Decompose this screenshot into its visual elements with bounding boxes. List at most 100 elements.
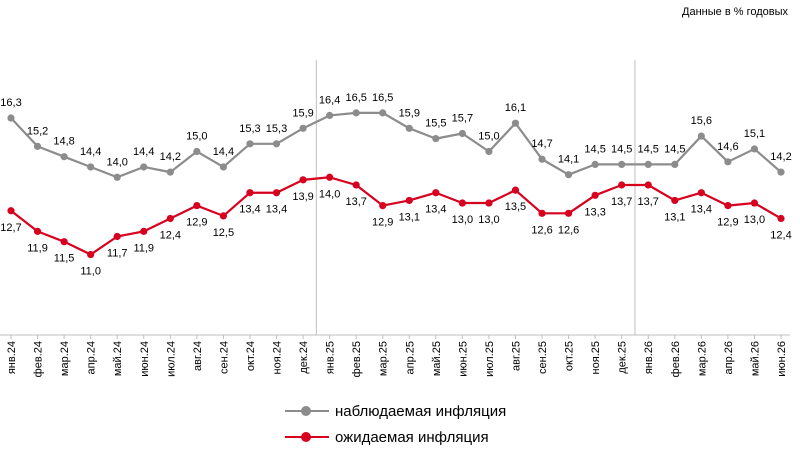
data-label-observed: 16,5 (372, 92, 393, 104)
data-label-expected: 12,9 (186, 217, 207, 229)
year-separators (315, 60, 636, 335)
data-point-observed (140, 163, 148, 171)
data-label-expected: 13,1 (664, 211, 685, 223)
x-tick-label: янв.24 (6, 341, 18, 374)
data-label-observed: 15,9 (292, 107, 313, 119)
data-label-observed: 15,5 (425, 118, 446, 130)
data-label-expected: 13,7 (638, 196, 659, 208)
x-tick-label: мар.26 (696, 341, 708, 376)
data-point-observed (564, 171, 573, 179)
data-label-observed: 16,1 (505, 102, 526, 114)
data-point-expected (458, 199, 466, 207)
data-point-observed (644, 160, 652, 168)
data-label-expected: 12,4 (770, 229, 791, 241)
data-point-expected (326, 173, 334, 181)
x-tick-label: ноя.25 (590, 341, 602, 374)
data-label-observed: 14,7 (531, 138, 552, 150)
data-point-expected (591, 191, 599, 199)
data-point-expected (432, 189, 440, 197)
data-label-observed: 14,4 (80, 146, 101, 158)
data-label-observed: 15,1 (744, 128, 765, 140)
data-point-observed (724, 158, 732, 166)
data-point-observed (193, 147, 201, 156)
data-point-observed (671, 160, 679, 168)
data-point-observed (618, 160, 626, 168)
legend-swatch-observed (285, 399, 329, 423)
data-label-expected: 13,7 (611, 196, 632, 208)
x-tick-label: май.24 (112, 341, 124, 376)
data-labels: 16,3 15,2 14,8 14,4 14,0 14,4 14,2 15,0 14,4 15,3… (0, 92, 791, 278)
x-tick-label: апр.25 (404, 341, 416, 374)
data-point-expected (618, 181, 626, 189)
data-point-expected (697, 189, 705, 197)
data-point-observed (379, 109, 387, 117)
data-label-observed: 14,5 (638, 143, 659, 155)
x-axis-ticks: янв.24 фев.24 мар.24 апр.24 май.24 июн.24 июл.… (6, 335, 788, 377)
data-point-observed (246, 140, 254, 148)
data-label-observed: 15,9 (399, 107, 420, 119)
data-label-expected: 11,9 (27, 242, 48, 254)
data-label-expected: 13,4 (691, 204, 712, 216)
data-label-observed: 14,6 (717, 141, 738, 153)
data-point-expected (140, 227, 148, 235)
x-tick-label: окт.25 (564, 341, 576, 371)
data-point-expected (272, 189, 281, 197)
legend-swatch-expected (285, 425, 329, 449)
data-point-observed (750, 145, 759, 153)
x-tick-label: фев.26 (670, 341, 682, 377)
data-point-expected (33, 227, 42, 235)
x-tick-label: апр.26 (723, 341, 735, 374)
data-label-observed: 14,2 (160, 151, 181, 163)
data-point-expected (671, 196, 679, 205)
data-point-expected (87, 250, 95, 259)
legend-label-expected: ожидаемая инфляция (335, 428, 489, 446)
data-label-observed: 14,1 (558, 154, 579, 166)
x-tick-label: окт.24 (245, 341, 257, 371)
data-point-observed (405, 124, 413, 132)
data-label-expected: 11,7 (107, 248, 128, 260)
data-label-observed: 15,7 (452, 112, 473, 124)
data-point-expected (60, 238, 68, 246)
data-point-expected (538, 209, 546, 217)
data-point-expected (750, 199, 759, 207)
data-label-expected: 13,0 (452, 214, 473, 226)
x-tick-label: янв.25 (325, 341, 337, 374)
data-label-expected: 13,0 (744, 214, 765, 226)
data-label-observed: 15,0 (186, 131, 207, 143)
data-label-expected: 12,6 (531, 224, 552, 236)
data-point-observed (458, 129, 466, 138)
data-label-expected: 12,9 (372, 217, 393, 229)
x-tick-label: мар.25 (378, 341, 390, 376)
data-label-observed: 16,4 (319, 94, 340, 106)
data-point-observed (432, 135, 440, 143)
data-label-observed: 14,5 (611, 143, 632, 155)
x-tick-label: мар.24 (59, 341, 71, 376)
x-tick-label: авг.24 (192, 341, 204, 371)
data-label-expected: 12,4 (160, 229, 181, 241)
data-label-expected: 13,4 (266, 204, 287, 216)
data-label-expected: 13,1 (399, 211, 420, 223)
data-point-observed (591, 160, 599, 168)
x-tick-label: янв.26 (643, 341, 655, 374)
x-tick-label: дек.24 (298, 341, 310, 374)
data-label-expected: 13,0 (478, 214, 499, 226)
data-label-observed: 14,4 (133, 146, 154, 158)
data-label-expected: 13,4 (425, 204, 446, 216)
x-tick-label: сен.25 (537, 341, 549, 374)
data-point-expected (246, 189, 254, 197)
legend-label-observed: наблюдаемая инфляция (335, 402, 507, 420)
x-tick-label: дек.25 (617, 341, 629, 374)
x-tick-label: фев.24 (33, 341, 45, 377)
data-point-expected (219, 212, 228, 220)
data-label-observed: 14,8 (53, 136, 74, 148)
data-label-expected: 13,5 (505, 201, 526, 213)
data-point-expected (7, 207, 15, 215)
data-label-expected: 12,7 (0, 222, 21, 234)
data-label-expected: 12,9 (717, 217, 738, 229)
data-point-expected (511, 186, 520, 194)
data-point-expected (644, 181, 652, 189)
data-label-expected: 13,7 (345, 196, 366, 208)
series-points (7, 109, 785, 259)
x-tick-label: ноя.24 (272, 341, 284, 374)
